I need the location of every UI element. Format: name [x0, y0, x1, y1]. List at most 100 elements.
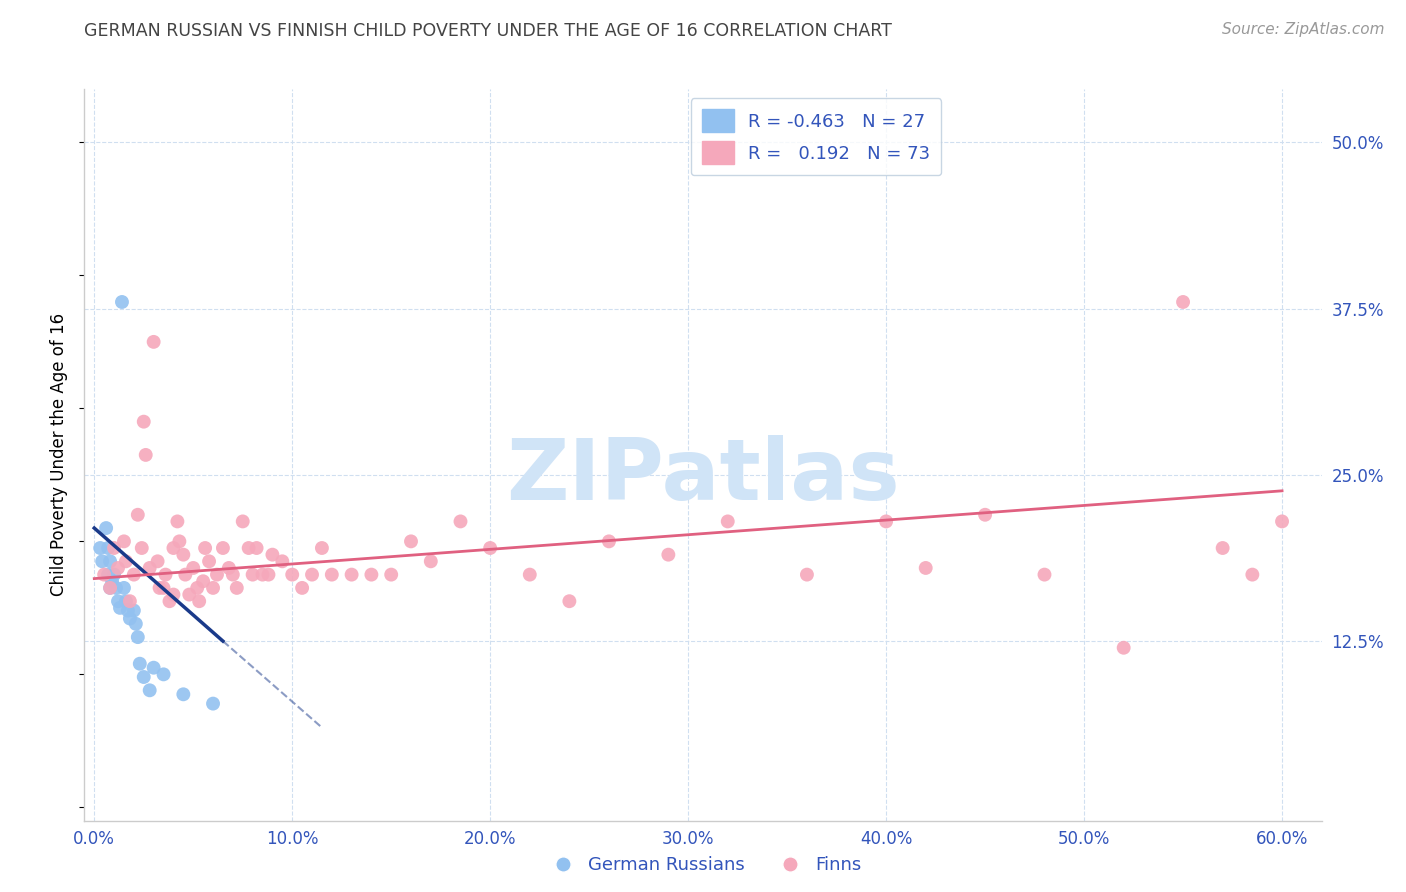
- Point: [155, 567, 177, 582]
- Point: [162, 588, 184, 602]
- Point: [118, 594, 141, 608]
- Point: [118, 611, 141, 625]
- Point: [174, 567, 197, 582]
- Point: [1171, 295, 1194, 310]
- Point: [98, 581, 121, 595]
- Point: [101, 574, 124, 589]
- Point: [311, 541, 333, 555]
- Point: [172, 687, 194, 701]
- Point: [360, 567, 382, 582]
- Point: [103, 567, 125, 582]
- Point: [262, 548, 284, 562]
- Point: [112, 581, 135, 595]
- Legend: German Russians, Finns: German Russians, Finns: [537, 848, 869, 881]
- Y-axis label: Child Poverty Under the Age of 16: Child Poverty Under the Age of 16: [51, 313, 69, 597]
- Point: [301, 567, 323, 582]
- Point: [166, 515, 188, 529]
- Point: [112, 534, 135, 549]
- Point: [146, 554, 169, 568]
- Point: [103, 541, 125, 555]
- Point: [181, 561, 204, 575]
- Point: [419, 554, 441, 568]
- Point: [98, 554, 121, 568]
- Point: [974, 508, 997, 522]
- Point: [598, 534, 620, 549]
- Point: [1112, 640, 1135, 655]
- Point: [212, 541, 235, 555]
- Point: [796, 567, 818, 582]
- Point: [91, 554, 114, 568]
- Point: [169, 534, 191, 549]
- Point: [94, 521, 117, 535]
- Point: [115, 554, 138, 568]
- Point: [107, 594, 129, 608]
- Point: [218, 561, 240, 575]
- Point: [108, 600, 131, 615]
- Point: [179, 588, 201, 602]
- Point: [142, 661, 165, 675]
- Point: [117, 603, 139, 617]
- Point: [128, 657, 150, 671]
- Point: [558, 594, 581, 608]
- Point: [132, 670, 155, 684]
- Point: [321, 567, 343, 582]
- Point: [111, 295, 134, 310]
- Point: [1241, 567, 1264, 582]
- Point: [188, 594, 211, 608]
- Point: [135, 448, 157, 462]
- Point: [138, 683, 160, 698]
- Text: ZIPatlas: ZIPatlas: [506, 435, 900, 518]
- Point: [340, 567, 363, 582]
- Point: [399, 534, 422, 549]
- Point: [479, 541, 502, 555]
- Point: [131, 541, 153, 555]
- Point: [172, 548, 194, 562]
- Point: [122, 603, 145, 617]
- Point: [127, 630, 149, 644]
- Point: [1033, 567, 1056, 582]
- Point: [242, 567, 264, 582]
- Point: [97, 541, 120, 555]
- Point: [281, 567, 304, 582]
- Point: [191, 574, 214, 589]
- Point: [125, 616, 148, 631]
- Point: [138, 561, 160, 575]
- Point: [380, 567, 402, 582]
- Point: [162, 541, 184, 555]
- Point: [115, 594, 138, 608]
- Text: GERMAN RUSSIAN VS FINNISH CHILD POVERTY UNDER THE AGE OF 16 CORRELATION CHART: GERMAN RUSSIAN VS FINNISH CHILD POVERTY …: [84, 22, 893, 40]
- Point: [914, 561, 936, 575]
- Point: [194, 541, 217, 555]
- Point: [238, 541, 260, 555]
- Point: [149, 581, 172, 595]
- Point: [1212, 541, 1234, 555]
- Point: [717, 515, 740, 529]
- Point: [97, 567, 120, 582]
- Point: [105, 581, 128, 595]
- Point: [232, 515, 254, 529]
- Point: [142, 334, 165, 349]
- Text: Source: ZipAtlas.com: Source: ZipAtlas.com: [1222, 22, 1385, 37]
- Point: [89, 541, 111, 555]
- Point: [252, 567, 274, 582]
- Point: [186, 581, 208, 595]
- Point: [245, 541, 267, 555]
- Point: [1271, 515, 1294, 529]
- Point: [222, 567, 245, 582]
- Point: [159, 594, 181, 608]
- Point: [198, 554, 221, 568]
- Point: [205, 567, 228, 582]
- Point: [450, 515, 472, 529]
- Point: [152, 667, 174, 681]
- Point: [875, 515, 897, 529]
- Point: [225, 581, 247, 595]
- Point: [132, 415, 155, 429]
- Point: [107, 561, 129, 575]
- Point: [93, 567, 115, 582]
- Point: [202, 697, 225, 711]
- Point: [122, 567, 145, 582]
- Point: [127, 508, 149, 522]
- Point: [202, 581, 225, 595]
- Point: [519, 567, 541, 582]
- Point: [657, 548, 679, 562]
